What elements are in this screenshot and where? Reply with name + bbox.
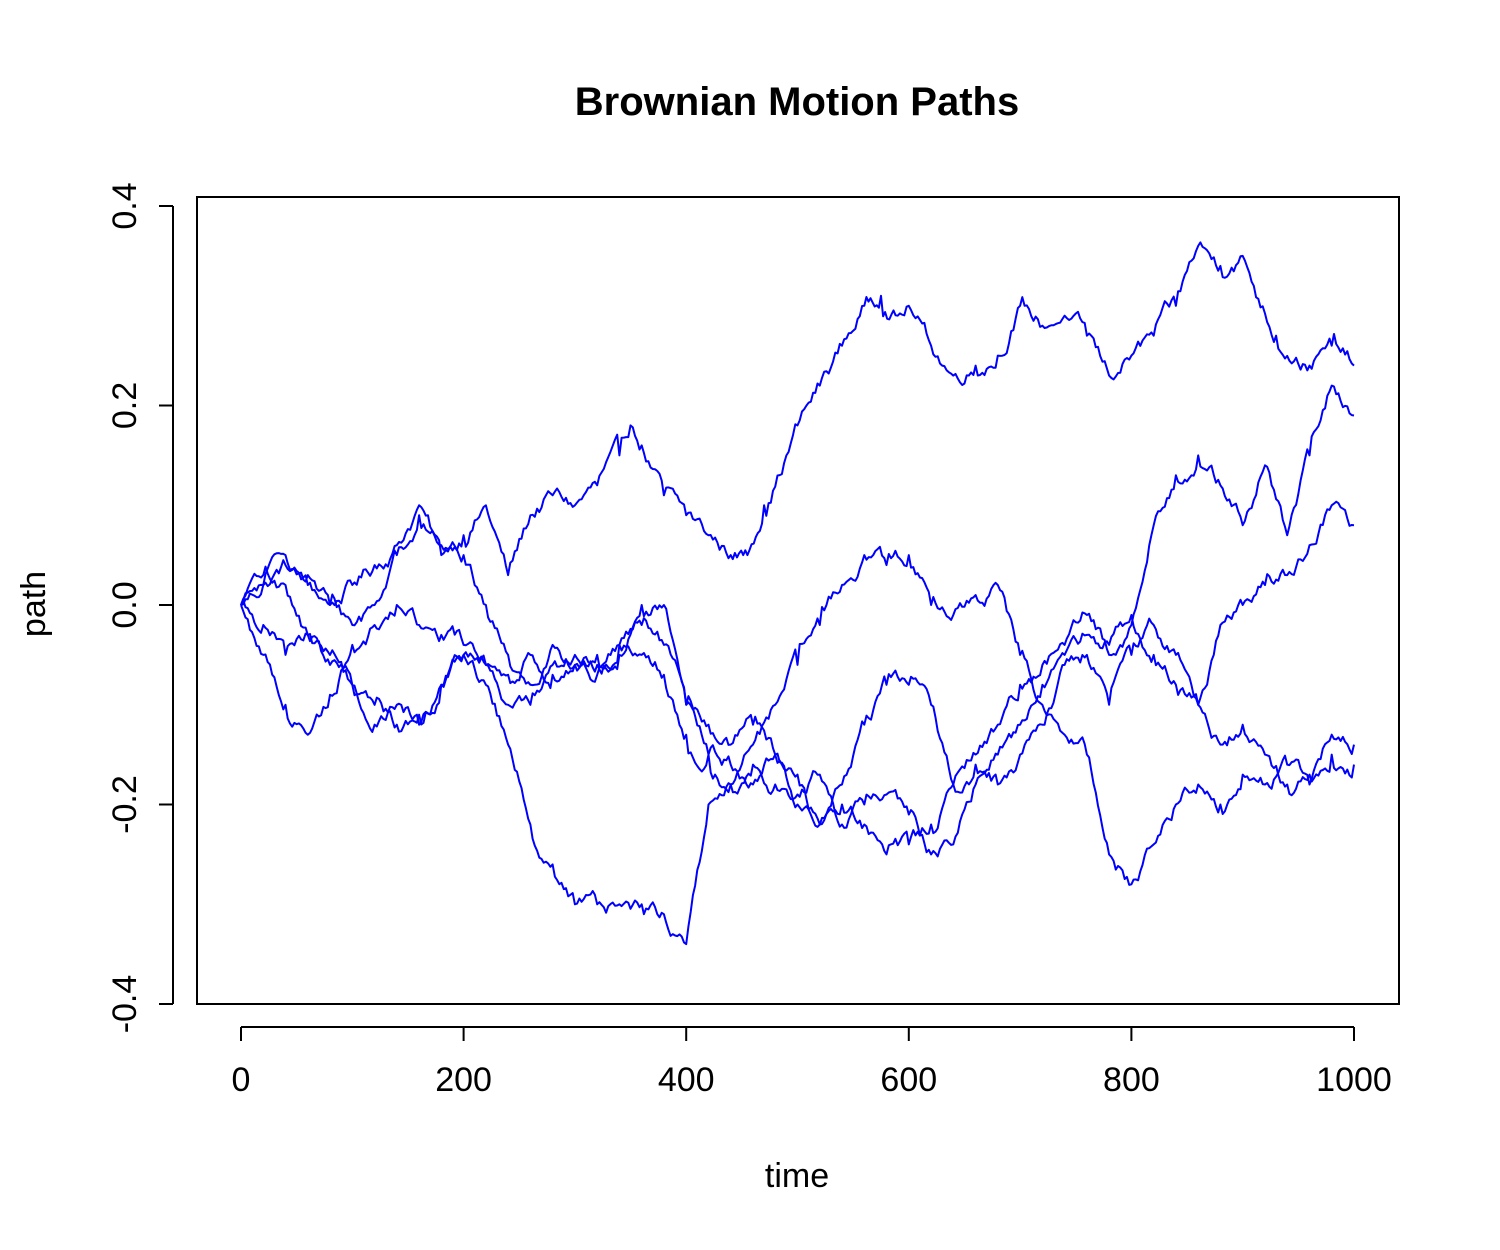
- y-tick-label: -0.4: [106, 975, 144, 1034]
- x-tick-label: 200: [435, 1061, 492, 1099]
- y-tick-label: 0.2: [106, 382, 144, 429]
- series-line-2: [240, 384, 1355, 856]
- x-axis: 0 200 400 600 800 1000: [232, 1026, 1392, 1099]
- series-line-5: [240, 565, 1355, 828]
- x-tick-label: 800: [1103, 1061, 1160, 1099]
- series-line-4: [240, 500, 1355, 858]
- y-tick-label: -0.2: [106, 775, 144, 834]
- x-tick-label: 1000: [1316, 1061, 1392, 1099]
- chart-title: Brownian Motion Paths: [575, 80, 1019, 124]
- x-axis-label: time: [765, 1157, 829, 1195]
- x-tick-label: 0: [232, 1061, 251, 1099]
- y-axis-label: path: [15, 571, 53, 637]
- y-tick-label: 0.4: [106, 182, 144, 229]
- x-tick-label: 600: [880, 1061, 937, 1099]
- y-tick-label: 0.0: [106, 581, 144, 628]
- plot-frame: [196, 196, 1400, 1005]
- series-group: [240, 241, 1355, 946]
- series-line-3: [240, 545, 1355, 946]
- series-line-1: [240, 241, 1355, 607]
- x-tick-label: 400: [658, 1061, 715, 1099]
- y-axis: -0.4 -0.2 0.0 0.2 0.4: [106, 182, 174, 1034]
